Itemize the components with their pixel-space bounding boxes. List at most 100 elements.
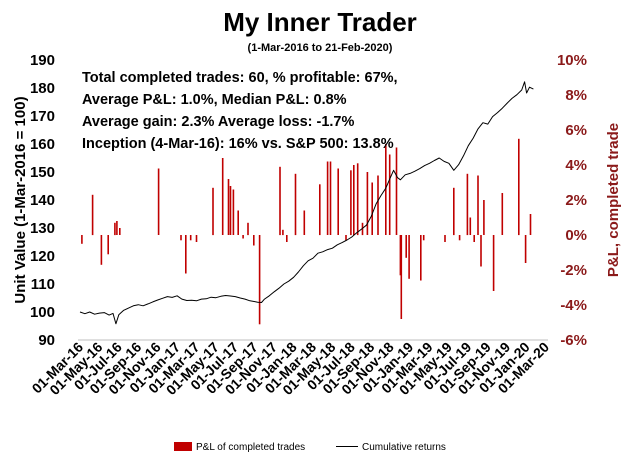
pnl-bar	[114, 222, 116, 236]
pnl-bar	[279, 166, 281, 236]
right-axis-tick-label: -6%	[560, 332, 587, 349]
pnl-bar	[253, 235, 255, 246]
left-axis-tick-label: 100	[30, 304, 55, 321]
right-axis-tick-label: 4%	[565, 157, 587, 174]
pnl-bar	[116, 221, 118, 235]
pnl-bar	[518, 138, 520, 236]
left-axis-tick-label: 130	[30, 220, 55, 237]
pnl-bar	[189, 235, 192, 241]
chart-title: My Inner Trader	[223, 7, 417, 37]
right-axis-tick-label: 10%	[557, 52, 587, 69]
cumulative-returns-line	[79, 81, 534, 325]
pnl-bar	[221, 158, 224, 235]
left-axis-tick-label: 110	[31, 276, 55, 293]
pnl-bar	[227, 179, 230, 235]
stat-line-2: Average P&L: 1.0%, Median P&L: 0.8%	[82, 92, 347, 108]
left-axis-tick-label: 120	[30, 248, 55, 265]
pnl-bar	[395, 147, 398, 235]
pnl-bar	[466, 173, 469, 236]
legend-label-bars: P&L of completed trades	[196, 442, 305, 453]
left-axis-label: Unit Value (1-Mar-2016 = 100)	[12, 96, 29, 303]
pnl-bar	[242, 235, 244, 239]
pnl-bar	[377, 175, 379, 235]
pnl-bar	[388, 154, 391, 235]
pnl-bar	[212, 187, 214, 236]
pnl-bar	[458, 235, 461, 241]
legend-label-line: Cumulative returns	[362, 442, 446, 453]
x-axis-tick-labels: 01-Mar-1601-May-1601-Jul-1601-Sep-1601-N…	[29, 339, 553, 398]
right-axis-tick-label: 2%	[565, 192, 587, 209]
pnl-bar	[229, 186, 232, 235]
right-axis-tick-label: -4%	[560, 297, 587, 314]
pnl-bar	[337, 168, 339, 235]
right-axis-tick-label: -2%	[560, 262, 587, 279]
pnl-bar	[422, 235, 425, 241]
right-axis-tick-label: 6%	[565, 122, 587, 139]
pnl-bar	[480, 235, 482, 267]
pnl-bar	[477, 175, 479, 235]
pnl-bar	[356, 163, 359, 236]
stat-line-1: Total completed trades: 60, % profitable…	[82, 70, 398, 86]
pnl-bar	[444, 235, 446, 242]
left-axis-tick-label: 190	[30, 52, 55, 69]
pnl-bar	[81, 235, 83, 244]
right-axis-label: P&L, completed trade	[605, 123, 622, 277]
left-axis-tick-label: 170	[30, 108, 55, 125]
pnl-bar	[473, 235, 475, 242]
pnl-bars	[81, 138, 532, 325]
pnl-bar	[353, 165, 355, 235]
pnl-bar	[399, 235, 402, 276]
pnl-bar	[408, 235, 410, 279]
pnl-bar	[405, 235, 407, 258]
left-axis-tick-label: 150	[30, 164, 55, 181]
pnl-bar	[400, 235, 403, 319]
legend-swatch-bars	[174, 442, 192, 451]
pnl-bar	[100, 235, 103, 265]
right-axis-tick-label: 8%	[565, 87, 587, 104]
pnl-bar	[361, 222, 364, 236]
pnl-bar	[329, 161, 332, 235]
stat-line-4: Inception (4-Mar-16): 16% vs. S&P 500: 1…	[82, 136, 394, 152]
pnl-bar	[185, 235, 187, 274]
pnl-bar	[420, 235, 422, 281]
left-axis-tick-label: 180	[30, 80, 55, 97]
left-axis-tick-labels: 190 180 170 160 150 140 130 120 110 100 90	[30, 52, 55, 349]
pnl-bar	[232, 189, 235, 235]
legend: P&L of completed trades Cumulative retur…	[174, 442, 446, 453]
pnl-bar	[319, 184, 321, 236]
pnl-bar	[247, 222, 249, 236]
pnl-bar	[180, 235, 182, 241]
pnl-bar	[501, 193, 504, 235]
left-axis-tick-label: 140	[30, 192, 55, 209]
pnl-bar	[350, 170, 352, 236]
pnl-bar	[91, 194, 94, 236]
pnl-bar	[119, 228, 121, 235]
pnl-bar	[453, 187, 455, 236]
pnl-bar	[107, 235, 109, 255]
pnl-bar	[294, 173, 297, 236]
left-axis-tick-label: 160	[30, 136, 55, 153]
pnl-bar	[345, 235, 347, 241]
pnl-bar	[286, 235, 288, 242]
pnl-bar	[157, 168, 160, 235]
left-axis-tick-label: 90	[38, 332, 55, 349]
pnl-bar	[303, 210, 306, 235]
pnl-bar	[326, 161, 329, 235]
pnl-bar	[524, 235, 527, 263]
right-axis-tick-labels: 10% 8% 6% 4% 2% 0% -2% -4% -6%	[557, 52, 587, 349]
right-axis-tick-label: 0%	[565, 227, 587, 244]
pnl-bar	[529, 214, 532, 235]
pnl-bar	[469, 217, 472, 235]
pnl-bar	[483, 200, 485, 235]
pnl-bar	[282, 229, 284, 236]
pnl-bar	[492, 235, 495, 291]
stat-line-3: Average gain: 2.3% Average loss: -1.7%	[82, 114, 354, 130]
chart-subtitle: (1-Mar-2016 to 21-Feb-2020)	[248, 42, 393, 54]
pnl-bar	[195, 235, 198, 242]
pnl-bar	[237, 210, 239, 235]
pnl-bar	[371, 182, 373, 235]
stats-annotation: Total completed trades: 60, % profitable…	[82, 70, 398, 152]
pnl-bar	[258, 235, 261, 325]
pnl-bar	[366, 172, 369, 235]
